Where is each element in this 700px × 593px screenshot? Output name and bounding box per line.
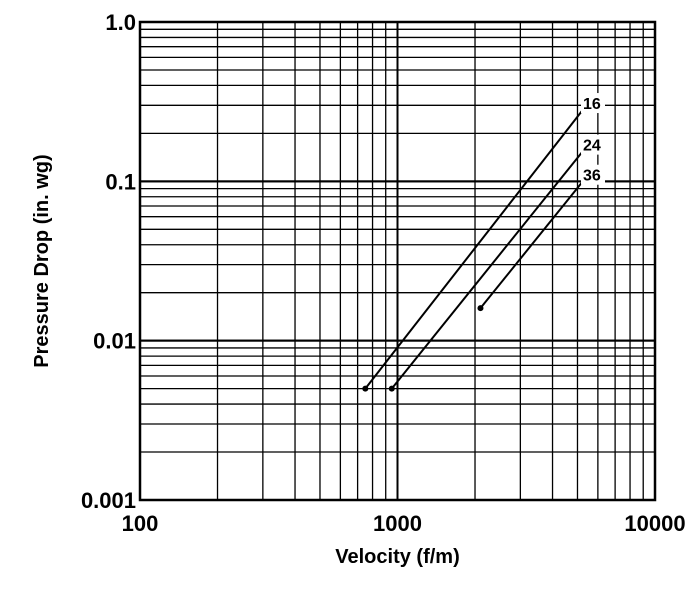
y-tick-label: 0.01 xyxy=(93,329,136,354)
series-lines: 16 24 36 xyxy=(362,93,605,392)
y-axis-title: Pressure Drop (in. wg) xyxy=(31,154,53,367)
series-label-36: 36 xyxy=(583,168,601,185)
x-tick-label: 1000 xyxy=(373,511,422,536)
series-label-bg xyxy=(581,164,605,185)
y-tick-label: 0.1 xyxy=(105,169,136,194)
x-axis-title: Velocity (f/m) xyxy=(335,546,459,568)
x-tick-labels: 100 1000 10000 xyxy=(122,511,686,536)
series-line-16 xyxy=(364,102,589,390)
y-tick-labels: 0.001 0.01 0.1 1.0 xyxy=(81,10,136,513)
data-point-24 xyxy=(388,385,395,392)
data-point-36 xyxy=(477,305,484,312)
grid xyxy=(139,21,656,501)
series-line-36 xyxy=(479,174,589,309)
x-tick-label: 100 xyxy=(122,511,159,536)
series-label-bg xyxy=(581,134,605,155)
series-label-bg xyxy=(581,93,605,114)
y-tick-label: 0.001 xyxy=(81,488,136,513)
data-point-16 xyxy=(362,385,369,392)
plot-frame xyxy=(138,20,657,502)
y-tick-label: 1.0 xyxy=(105,10,136,35)
series-label-16: 16 xyxy=(583,96,601,113)
series-label-24: 24 xyxy=(583,138,601,155)
series-line-24 xyxy=(390,143,589,390)
x-tick-label: 10000 xyxy=(624,511,685,536)
